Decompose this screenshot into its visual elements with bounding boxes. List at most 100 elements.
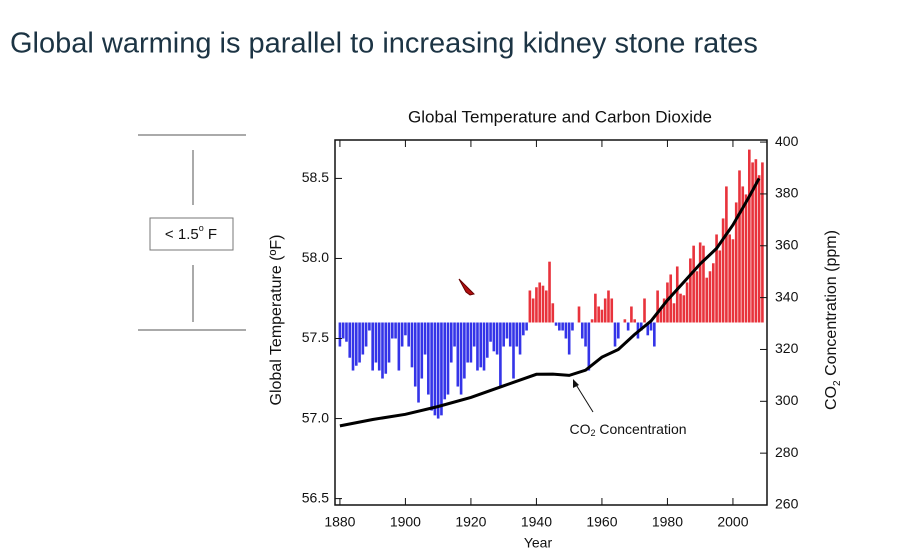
bar: [449, 322, 453, 363]
bar: [584, 322, 587, 347]
bar: [672, 303, 676, 323]
bar: [512, 322, 515, 379]
bar: [633, 319, 636, 323]
bar: [525, 322, 528, 331]
annotation-arrow: [574, 382, 594, 413]
bar: [505, 322, 509, 339]
bar: [417, 322, 420, 403]
bar: [371, 322, 374, 371]
bar: [731, 239, 735, 323]
bar: [531, 298, 535, 323]
plot: [338, 149, 764, 428]
bar: [554, 322, 558, 326]
x-tick-label: 1940: [521, 514, 552, 530]
bar: [381, 322, 384, 379]
bar: [522, 322, 525, 336]
bar: [548, 261, 551, 323]
bar: [387, 322, 391, 363]
x-tick-label: 1980: [652, 514, 683, 530]
bar: [692, 245, 695, 323]
bar: [407, 322, 411, 347]
bar: [345, 322, 348, 342]
bar: [368, 322, 371, 331]
bar: [564, 322, 568, 339]
bar: [715, 234, 718, 323]
bar: [679, 293, 682, 323]
bar: [653, 322, 656, 347]
bar: [446, 322, 450, 395]
bar: [675, 266, 679, 323]
bar: [577, 306, 581, 323]
bar: [643, 298, 646, 323]
bar: [702, 245, 705, 323]
bar: [361, 322, 365, 355]
bar: [757, 175, 761, 323]
bar: [495, 322, 499, 355]
range-bracket: [138, 134, 246, 331]
bar: [662, 298, 666, 323]
bar: [420, 322, 424, 379]
bar: [515, 322, 519, 347]
bar: [518, 322, 522, 355]
slide-title: Global warming is parallel to increasing…: [10, 28, 758, 60]
bar: [587, 322, 591, 371]
bar: [738, 170, 741, 323]
bar: [754, 159, 758, 323]
bar: [459, 322, 463, 395]
bar: [613, 322, 617, 347]
bar: [748, 149, 751, 323]
y2-tick-label: 260: [775, 496, 799, 512]
y2-tick-label: 340: [775, 288, 799, 304]
bar: [630, 306, 633, 323]
bar: [705, 277, 709, 323]
bar: [508, 322, 512, 347]
note-text: < 1.5: [165, 226, 199, 243]
note-box: [149, 217, 234, 251]
bar: [594, 293, 597, 323]
bar: [472, 322, 476, 347]
y2-tick-label: 380: [775, 185, 799, 201]
y2-axis-label: CO2 Concentration (ppm): [823, 230, 842, 410]
bar: [590, 319, 594, 323]
bar: [725, 186, 728, 323]
y2-tick-label: 320: [775, 340, 799, 356]
label-part: Concentration: [595, 421, 686, 437]
bar: [427, 322, 430, 395]
bar: [436, 322, 440, 419]
bar: [499, 322, 502, 387]
bar: [440, 322, 443, 416]
x-tick-label: 2000: [717, 514, 748, 530]
bar: [721, 218, 725, 323]
bar: [541, 285, 545, 323]
bar: [354, 322, 358, 366]
x-axis-label: Year: [524, 535, 553, 551]
chart-title: Global Temperature and Carbon Dioxide: [408, 107, 712, 126]
bar: [728, 234, 731, 323]
bar: [348, 322, 352, 358]
bar: [646, 322, 650, 336]
y-tick-label: 56.5: [302, 489, 329, 505]
bar: [489, 322, 492, 342]
bar: [600, 309, 604, 323]
x-tick-label: 1880: [324, 514, 355, 530]
bar: [649, 322, 653, 331]
bar: [741, 186, 745, 323]
bar: [423, 322, 427, 355]
bar: [685, 282, 689, 323]
bar: [682, 295, 686, 323]
bar: [413, 322, 417, 387]
label-part: CO: [823, 386, 840, 410]
bar: [463, 322, 466, 379]
bar: [482, 322, 486, 371]
bar: [492, 322, 496, 352]
bar: [466, 322, 469, 363]
bar: [751, 162, 754, 323]
bar: [394, 322, 397, 339]
label-sub: 2: [832, 380, 843, 386]
bar: [761, 162, 764, 323]
bar: [433, 322, 437, 416]
bar: [610, 298, 614, 323]
bar: [571, 322, 574, 331]
y-tick-label: 57.5: [302, 329, 329, 345]
